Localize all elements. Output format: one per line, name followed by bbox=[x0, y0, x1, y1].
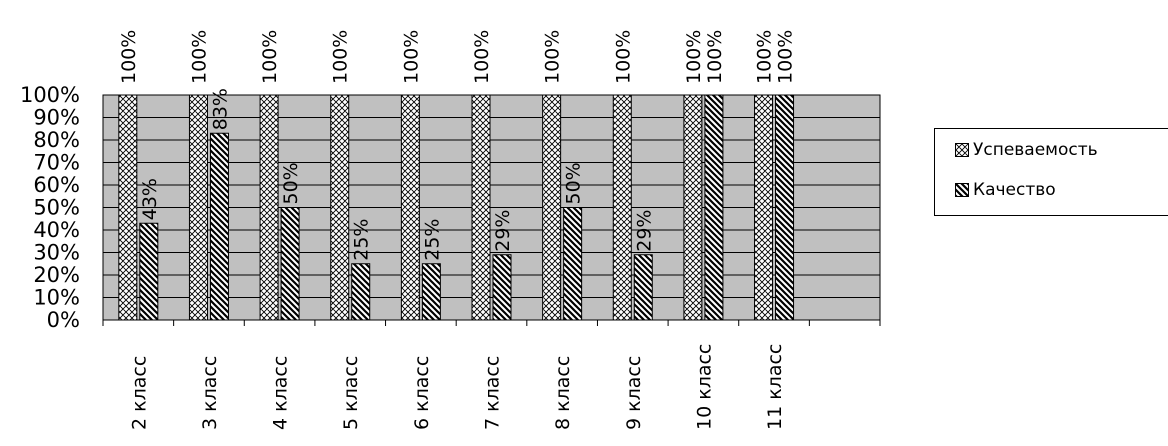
x-tick-label: 2 класс bbox=[128, 356, 150, 430]
data-label: 100% bbox=[704, 30, 726, 84]
data-label: 100% bbox=[683, 30, 705, 84]
legend: Успеваемость Качество bbox=[934, 128, 1168, 216]
y-tick-label: 40% bbox=[33, 218, 80, 242]
data-label: 50% bbox=[563, 162, 585, 204]
bar-kachestvo bbox=[563, 207, 583, 321]
bar-uspevaemost bbox=[330, 94, 350, 321]
bar-kachestvo bbox=[704, 94, 724, 321]
data-label: 100% bbox=[754, 30, 776, 84]
x-tick-label: 4 класс bbox=[270, 356, 292, 430]
bar-kachestvo bbox=[209, 132, 229, 321]
data-label: 25% bbox=[421, 219, 443, 261]
y-tick-label: 70% bbox=[33, 151, 80, 175]
data-label: 100% bbox=[471, 30, 493, 84]
y-tick-label: 20% bbox=[33, 263, 80, 287]
data-label: 100% bbox=[188, 30, 210, 84]
data-label: 100% bbox=[330, 30, 352, 84]
data-label: 29% bbox=[633, 210, 655, 252]
gridlines bbox=[102, 94, 881, 321]
legend-swatch-diagonal bbox=[955, 183, 969, 197]
data-label: 29% bbox=[492, 210, 514, 252]
x-tick-label: 10 класс bbox=[693, 344, 715, 430]
x-axis-tick-labels: 2 класс 3 класс 4 класс 5 класс 6 класс 7 кла… bbox=[128, 344, 786, 430]
data-labels: 100% 43% 100% 83% 100% 50% 100% 25% 100% 25% 100% 2… bbox=[118, 30, 797, 261]
bar-uspevaemost bbox=[471, 94, 491, 321]
bar-uspevaemost bbox=[612, 94, 632, 321]
legend-label-kachestvo: Качество bbox=[973, 180, 1056, 200]
y-tick-label: 30% bbox=[33, 241, 80, 265]
y-tick-label: 50% bbox=[33, 196, 80, 220]
legend-entry-kachestvo: Качество bbox=[955, 180, 1056, 200]
bar-uspevaemost bbox=[683, 94, 703, 321]
legend-label-uspevaemost: Успеваемость bbox=[973, 140, 1098, 160]
bar-uspevaemost bbox=[400, 94, 420, 321]
bar-uspevaemost bbox=[754, 94, 774, 321]
bar-kachestvo bbox=[351, 263, 371, 321]
bar-kachestvo bbox=[139, 222, 159, 321]
x-tick-label: 5 класс bbox=[340, 356, 362, 430]
bar-kachestvo bbox=[421, 263, 441, 321]
x-tick-label: 7 класс bbox=[482, 356, 504, 430]
legend-swatch-crosshatch bbox=[955, 143, 969, 157]
y-tick-label: 10% bbox=[33, 286, 80, 310]
data-label: 100% bbox=[612, 30, 634, 84]
x-tick-label: 6 класс bbox=[411, 356, 433, 430]
y-tick-label: 80% bbox=[33, 128, 80, 152]
data-label: 43% bbox=[139, 178, 161, 220]
y-tick-label: 0% bbox=[47, 308, 80, 332]
axes bbox=[102, 319, 881, 326]
bar-uspevaemost bbox=[118, 94, 138, 321]
x-tick-label: 3 класс bbox=[199, 356, 221, 430]
bars bbox=[118, 94, 795, 321]
data-label: 100% bbox=[542, 30, 564, 84]
data-label: 100% bbox=[400, 30, 422, 84]
data-label: 100% bbox=[259, 30, 281, 84]
bar-kachestvo bbox=[775, 94, 795, 321]
data-label: 83% bbox=[209, 88, 231, 130]
x-tick-label: 11 класс bbox=[764, 344, 786, 430]
y-axis-tick-labels: 0%10%20%30%40%50%60%70%80%90%100% bbox=[20, 83, 80, 332]
data-label: 25% bbox=[351, 219, 373, 261]
data-label: 100% bbox=[775, 30, 797, 84]
bar-kachestvo bbox=[280, 207, 300, 321]
bar-kachestvo bbox=[492, 254, 512, 321]
data-label: 100% bbox=[118, 30, 140, 84]
data-label: 50% bbox=[280, 162, 302, 204]
bar-uspevaemost bbox=[259, 94, 279, 321]
bar-kachestvo bbox=[633, 254, 653, 321]
x-tick-label: 9 класс bbox=[623, 356, 645, 430]
y-tick-label: 60% bbox=[33, 173, 80, 197]
bar-uspevaemost bbox=[188, 94, 208, 321]
y-tick-label: 100% bbox=[20, 83, 80, 107]
bar-uspevaemost bbox=[542, 94, 562, 321]
x-tick-label: 8 класс bbox=[552, 356, 574, 430]
y-tick-label: 90% bbox=[33, 106, 80, 130]
legend-entry-uspevaemost: Успеваемость bbox=[955, 140, 1098, 160]
